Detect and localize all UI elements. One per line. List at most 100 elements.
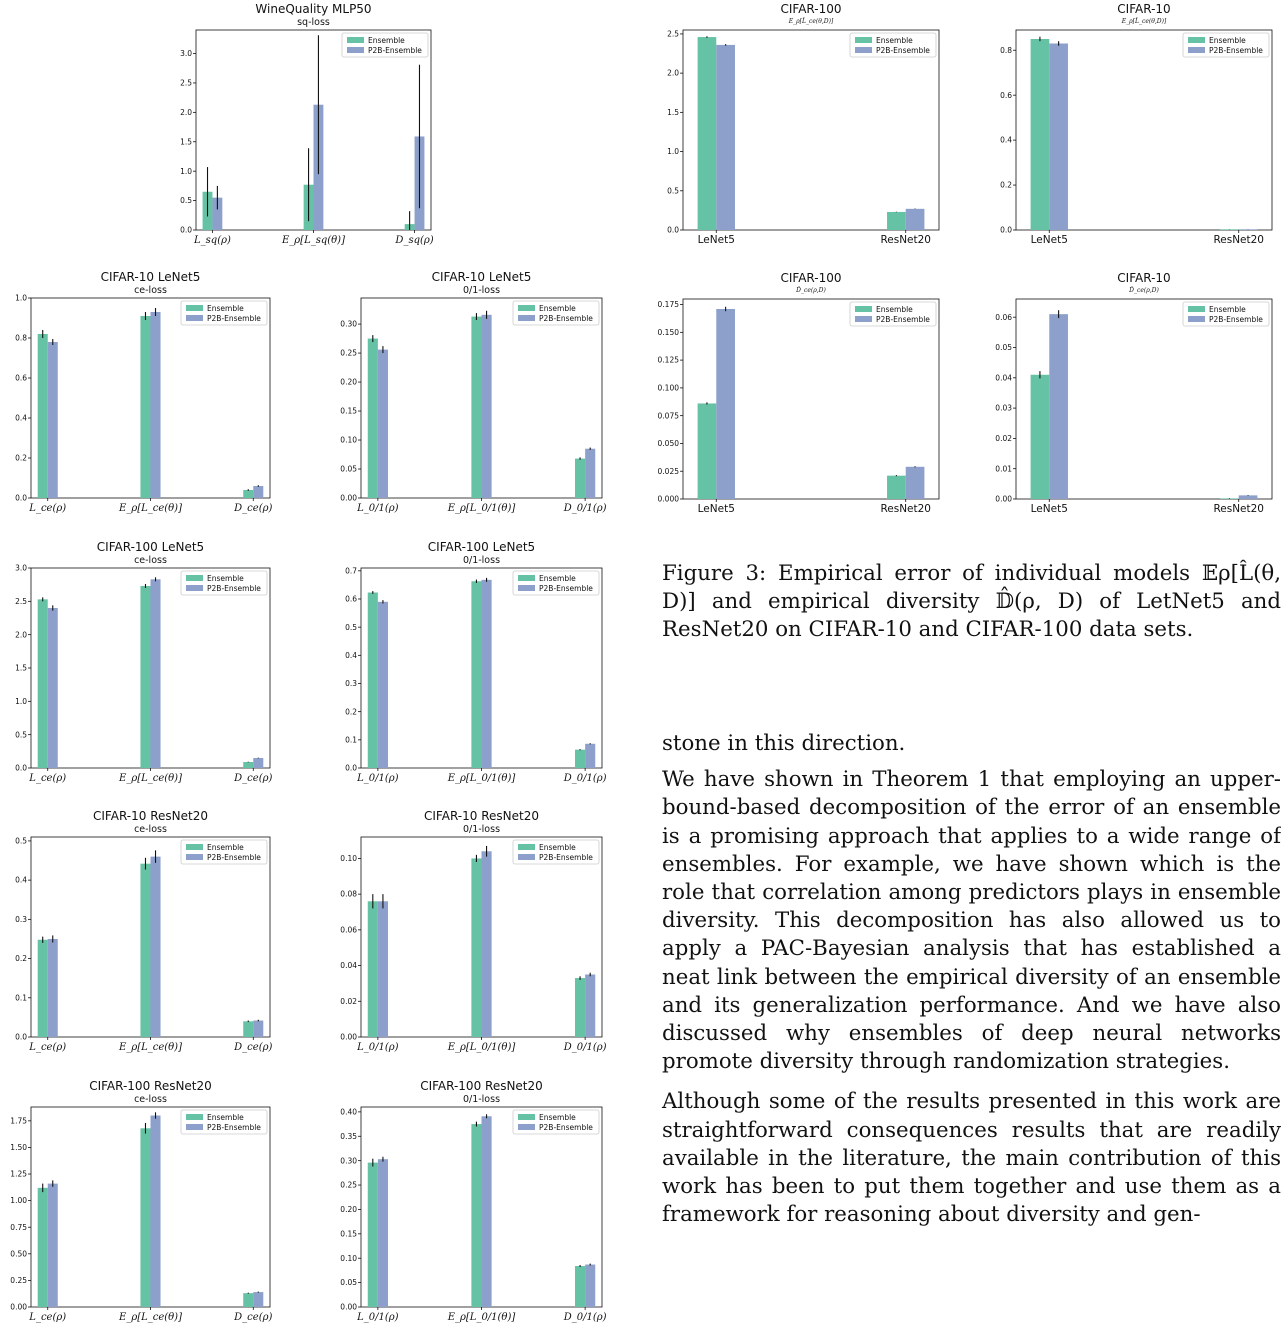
bar-ensemble [367, 1162, 378, 1307]
y-tick-label: 0.30 [340, 1156, 357, 1165]
legend-swatch-ensemble [518, 575, 535, 581]
bar-ensemble [471, 581, 482, 768]
y-tick-label: 0.40 [340, 1107, 357, 1116]
bar-p2b-ensemble [481, 851, 492, 1037]
chart-title: CIFAR-10 ResNet20 [424, 809, 539, 823]
x-category-label: L_0/1(ρ) [356, 1042, 399, 1053]
chart-subtitle: 0/1-loss [463, 824, 500, 835]
x-category-label: L_ce(ρ) [28, 1042, 66, 1053]
legend-label-ensemble: Ensemble [207, 574, 244, 583]
y-tick-label: 0.02 [340, 997, 357, 1006]
legend-label-ensemble: Ensemble [207, 1113, 244, 1122]
legend-label-ensemble: Ensemble [876, 305, 913, 314]
bar-p2b-ensemble [1049, 43, 1068, 230]
chart-title: CIFAR-100 LeNet5 [428, 540, 535, 554]
legend-label-p2b-ensemble: P2B-Ensemble [539, 314, 593, 323]
chart-svg: CIFAR-100 E_ρ[L̂_ce(θ,D)] 0.0 0.5 1.0 1.5 2.0 2… [667, 2, 940, 246]
chart-subtitle: ce-loss [134, 824, 167, 835]
y-tick-label: 0.50 [10, 1249, 27, 1258]
chart-svg: CIFAR-10 D̂_ce(ρ,D) 0.00 0.01 0.02 0.03 0.04 0.… [995, 271, 1273, 515]
y-tick-label: 0.2 [15, 954, 27, 963]
plot-frame [682, 298, 940, 500]
chart-title: CIFAR-100 [780, 271, 841, 285]
y-tick-label: 0.20 [340, 1205, 357, 1214]
y-tick-label: 0.4 [345, 651, 357, 660]
chart-subtitle: 0/1-loss [463, 1094, 500, 1105]
x-category-label: E_ρ[L_sq(θ)] [281, 235, 345, 246]
y-tick-label: 1.25 [10, 1170, 27, 1179]
chart-winequality-sq-loss: WineQuality MLP50 sq-loss 0.0 0.5 1.0 1.5 2.0 2… [140, 0, 438, 262]
x-category-label: L_ce(ρ) [28, 1312, 66, 1323]
y-tick-label: 0.20 [340, 378, 357, 387]
y-tick-label: 0.2 [1000, 181, 1012, 190]
chart-subtitle: ce-loss [134, 555, 167, 566]
x-category-label: E_ρ[L_0/1(θ)] [447, 773, 516, 784]
y-tick-label: 0.5 [345, 623, 357, 632]
chart-svg: CIFAR-100 D̂_ce(ρ,D) 0.000 0.025 0.050 0.075 0… [658, 271, 940, 515]
plot-frame [1015, 29, 1273, 231]
y-tick-label: 0.0 [1000, 226, 1012, 235]
y-tick-label: 0.10 [340, 854, 357, 863]
legend-swatch-ensemble [186, 575, 203, 581]
y-tick-label: 2.0 [15, 630, 27, 639]
chart-cifar100-resnet20-01: CIFAR-100 ResNet20 0/1-loss 0.00 0.05 0.10 0.… [330, 1077, 610, 1327]
bar-p2b-ensemble [253, 1292, 264, 1307]
chart-title: CIFAR-10 LeNet5 [101, 270, 201, 284]
bar-p2b-ensemble [253, 486, 264, 498]
y-tick-label: 2.0 [180, 108, 192, 117]
y-tick-label: 1.0 [15, 697, 27, 706]
legend-swatch-ensemble [347, 37, 364, 43]
y-tick-label: 0.25 [340, 1181, 357, 1190]
bar-ensemble [367, 338, 378, 498]
legend-swatch-p2b-ensemble [186, 585, 203, 591]
bar-ensemble [243, 1293, 254, 1307]
chart-subtitle: E_ρ[L̂_ce(θ,D)] [1121, 18, 1167, 25]
x-category-label: L_0/1(ρ) [356, 1312, 399, 1323]
x-category-label: D_0/1(ρ) [563, 773, 607, 784]
bar-ensemble [140, 863, 151, 1037]
bar-ensemble [243, 490, 254, 498]
legend-swatch-p2b-ensemble [1188, 316, 1205, 322]
bar-p2b-ensemble [585, 1264, 596, 1307]
chart-title: CIFAR-10 ResNet20 [93, 809, 208, 823]
y-tick-label: 0.0 [15, 1033, 27, 1042]
caption-label: Figure 3: [662, 561, 767, 586]
x-category-label: L_ce(ρ) [28, 773, 66, 784]
y-tick-label: 0.05 [995, 343, 1012, 352]
y-tick-label: 0.075 [658, 411, 680, 420]
paragraph-2: Although some of the results presented i… [662, 1089, 1281, 1228]
y-tick-label: 0.4 [1000, 136, 1012, 145]
bar-ensemble [471, 858, 482, 1037]
bar-ensemble [37, 1187, 48, 1307]
chart-cifar10-resnet20-01: CIFAR-10 ResNet20 0/1-loss 0.00 0.02 0.04 0.0… [330, 807, 610, 1069]
caption-text: Empirical error of individual models 𝔼ρ[… [662, 561, 1281, 643]
bar-p2b-ensemble [377, 349, 388, 498]
bar-ensemble [471, 1124, 482, 1307]
y-tick-label: 0.75 [10, 1223, 27, 1232]
legend-swatch-ensemble [855, 306, 872, 312]
chart-title: WineQuality MLP50 [255, 2, 371, 16]
bar-ensemble [887, 211, 906, 230]
chart-cifar10-lenet5-ce: CIFAR-10 LeNet5 ce-loss 0.0 0.2 0.4 0.6 0.8 1.0… [0, 268, 280, 530]
chart-title: CIFAR-10 LeNet5 [432, 270, 532, 284]
legend-swatch-p2b-ensemble [347, 47, 364, 53]
legend-swatch-ensemble [855, 37, 872, 43]
y-tick-label: 0.3 [15, 915, 27, 924]
bar-p2b-ensemble [377, 901, 388, 1037]
legend-label-ensemble: Ensemble [539, 304, 576, 313]
bar-ensemble [471, 316, 482, 498]
bar-ensemble [575, 1266, 586, 1307]
legend-label-ensemble: Ensemble [368, 36, 405, 45]
y-tick-label: 0.00 [340, 494, 357, 503]
y-tick-label: 0.00 [995, 495, 1012, 504]
y-tick-label: 0.7 [345, 566, 357, 575]
legend-label-p2b-ensemble: P2B-Ensemble [539, 584, 593, 593]
legend-swatch-ensemble [1188, 37, 1205, 43]
x-category-label: ResNet20 [1213, 234, 1264, 246]
legend-swatch-p2b-ensemble [855, 316, 872, 322]
legend-swatch-ensemble [186, 305, 203, 311]
bar-p2b-ensemble [47, 608, 58, 768]
